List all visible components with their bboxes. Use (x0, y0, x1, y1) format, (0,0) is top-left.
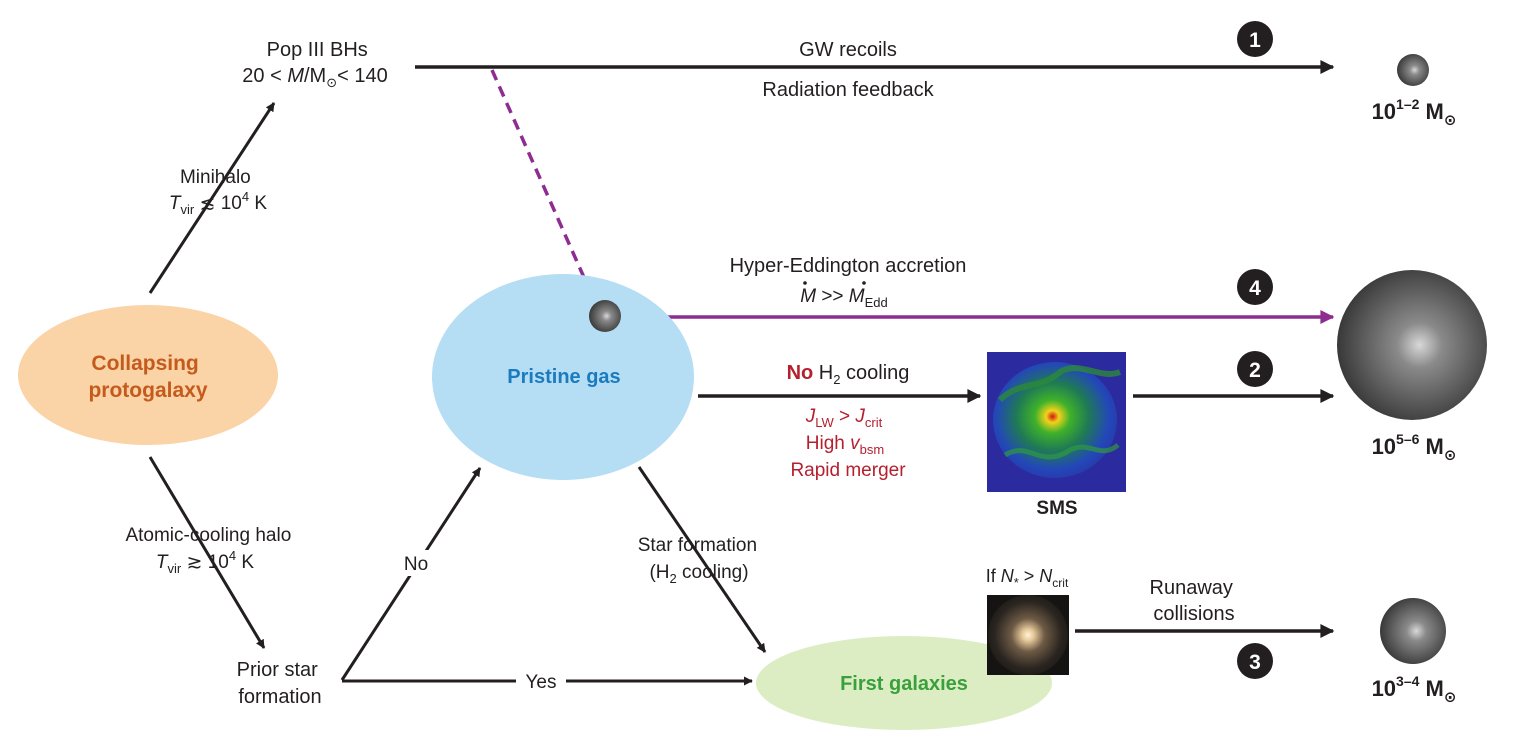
jlw-condition-label: JLW > Jcrit (805, 406, 883, 430)
outcome-3-black-hole (1380, 598, 1446, 664)
pristine-gas-node: Pristine gas (432, 274, 694, 480)
no-h2-cooling-label: No H2 cooling (787, 362, 910, 387)
hyper-eddington-label: Hyper-Eddington accretion (730, 255, 967, 277)
yes-label: Yes (526, 672, 557, 693)
mdot-condition-label: M >> MEdd (800, 286, 888, 310)
outcome-1-mass: 101–2 M⊙ (1372, 96, 1457, 129)
sms-simulation-image (987, 352, 1126, 492)
first-galaxies-node: First galaxies (756, 636, 1052, 730)
arrow-protogalaxy-to-popiii (148, 102, 276, 294)
radiation-feedback-label: Radiation feedback (762, 79, 934, 101)
badge-4-number: 4 (1249, 277, 1261, 300)
first-galaxies-label: First galaxies (840, 673, 968, 695)
protogalaxy-node: Collapsing protogalaxy (18, 305, 278, 445)
sms-label: SMS (1036, 498, 1077, 519)
badge-3-number: 3 (1249, 651, 1261, 674)
first-galaxies-ellipse (756, 636, 1052, 730)
runaway-collisions-label: Runaway collisions (1150, 577, 1239, 625)
no-label: No (404, 554, 428, 575)
seed-black-hole (589, 300, 621, 332)
badge-3-circle (1237, 643, 1273, 679)
badge-2: 2 (1237, 351, 1273, 387)
badge-1-number: 1 (1249, 29, 1261, 52)
arrow-protogalaxy-to-prior-star-formation (148, 456, 266, 649)
atomic-cooling-label: Atomic-cooling halo Tvir ≳ 104 K (125, 525, 296, 576)
mdot-dot-2 (862, 281, 866, 285)
arrow-popiii-to-pristine-dashed (490, 69, 592, 293)
connector-arrows (148, 60, 1335, 686)
badge-3: 3 (1237, 643, 1273, 679)
badge-2-circle (1237, 351, 1273, 387)
if-ncrit-label: If N* > Ncrit (986, 566, 1069, 590)
badge-4-circle (1237, 269, 1273, 305)
gw-recoils-label: GW recoils (799, 39, 897, 61)
arrow-pristine-to-first-galaxies (637, 466, 767, 653)
outcome-2-mass: 105–6 M⊙ (1372, 431, 1457, 464)
outcome-2-black-hole (1337, 270, 1487, 420)
popiii-label: Pop III BHs 20 < M/M⊙< 140 (242, 39, 387, 90)
high-vbsm-label: High vbsm (806, 433, 884, 457)
rapid-merger-label: Rapid merger (790, 460, 906, 481)
protogalaxy-ellipse (18, 305, 278, 445)
badge-2-number: 2 (1249, 359, 1261, 382)
badge-4: 4 (1237, 269, 1273, 305)
sms-image-filament-2 (1003, 442, 1120, 460)
sms-image-filament (997, 365, 1122, 403)
mdot-dot-1 (803, 281, 807, 285)
star-formation-label: Star formation (H2 cooling) (638, 535, 763, 586)
badge-1: 1 (1237, 21, 1273, 57)
star-cluster-image (987, 595, 1069, 675)
protogalaxy-label: Collapsing protogalaxy (88, 352, 207, 402)
outcome-1-black-hole (1397, 54, 1429, 86)
outcome-3-mass: 103–4 M⊙ (1372, 673, 1457, 706)
prior-star-formation-label: Prior star formation (237, 659, 324, 708)
yes-label-background (516, 669, 566, 695)
minihalo-label: Minihalo Tvir ≲ 104 K (169, 167, 267, 217)
no-label-background (396, 550, 436, 576)
pristine-gas-label: Pristine gas (507, 366, 620, 388)
badge-1-circle (1237, 21, 1273, 57)
cluster-image-core (988, 595, 1068, 675)
pristine-gas-ellipse (432, 274, 694, 480)
